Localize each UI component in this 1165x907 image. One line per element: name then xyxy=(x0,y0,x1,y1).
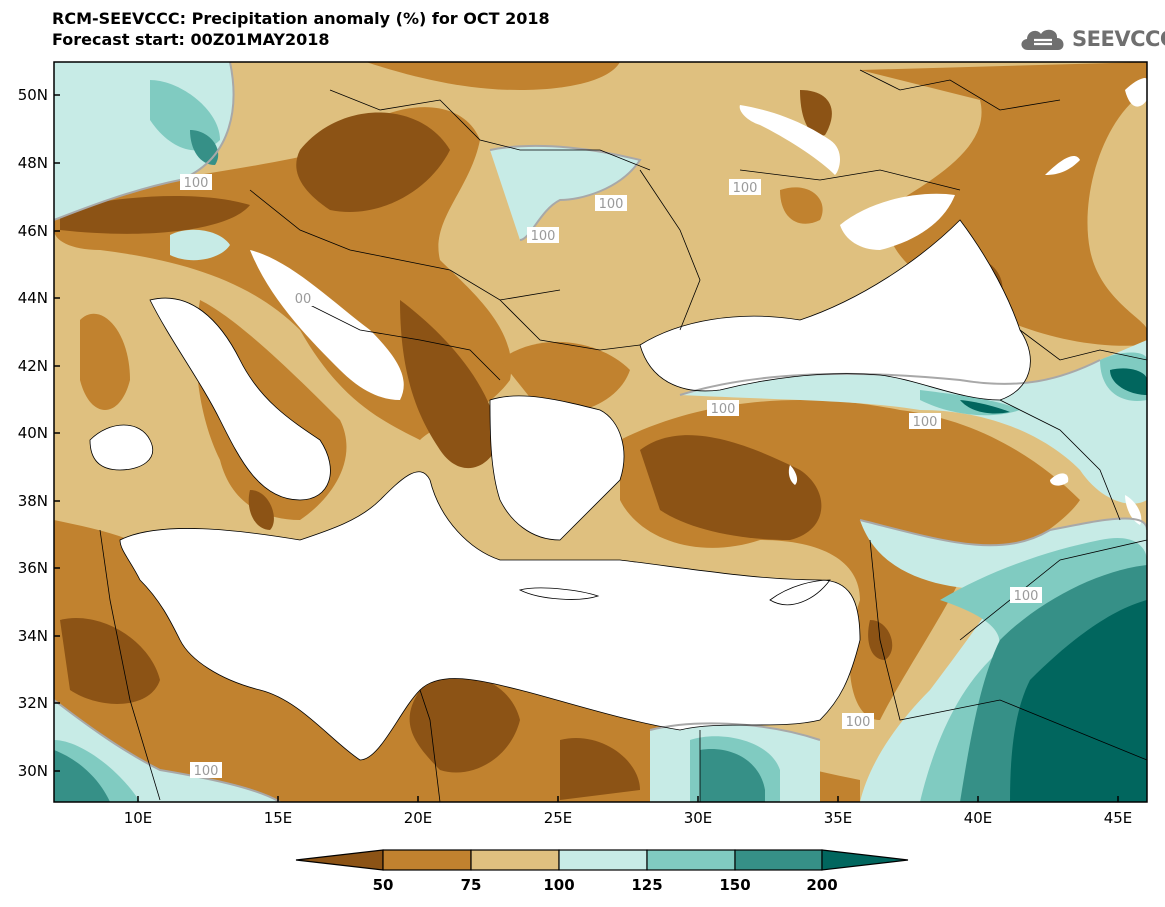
field-below-50 xyxy=(60,90,1003,800)
contour-label: 100 xyxy=(913,415,938,430)
contour-label: 100 xyxy=(1014,589,1039,604)
contour-label: 100 xyxy=(531,229,556,244)
cloud-logo-icon xyxy=(1021,29,1064,50)
coastlines-borders xyxy=(89,69,1147,802)
colorbar xyxy=(295,849,909,871)
seevccc-logo: SEEVCCC xyxy=(1018,24,1165,54)
sea-mask xyxy=(90,78,1147,760)
map-frame xyxy=(53,61,1148,803)
contour-label: 100 xyxy=(846,715,871,730)
lat-tick-label: 40N xyxy=(18,424,48,442)
map-title: RCM-SEEVCCC: Precipitation anomaly (%) f… xyxy=(52,9,550,28)
lat-tick-label: 48N xyxy=(18,154,48,172)
colorbar-segment-below-50 xyxy=(295,849,384,871)
lon-tick-label: 45E xyxy=(1104,809,1133,827)
colorbar-label: 200 xyxy=(806,876,837,894)
colorbar-label: 50 xyxy=(373,876,394,894)
logo-text: SEEVCCC xyxy=(1072,27,1165,51)
title-block: RCM-SEEVCCC: Precipitation anomaly (%) f… xyxy=(52,8,550,50)
contour-label-partial: 00 xyxy=(295,292,312,307)
lat-tick-label: 30N xyxy=(18,762,48,780)
contour-labels: 100 100 100 100 00 100 100 100 100 100 xyxy=(180,174,1042,779)
lat-tick-label: 32N xyxy=(18,694,48,712)
lat-tick-label: 44N xyxy=(18,289,48,307)
lon-tick-label: 35E xyxy=(824,809,853,827)
forecast-start: Forecast start: 00Z01MAY2018 xyxy=(52,30,330,49)
colorbar-segment-above-200 xyxy=(821,849,909,871)
contour-label: 100 xyxy=(184,176,209,191)
longitude-axis: 10E 15E 20E 25E 30E 35E 40E 45E xyxy=(124,796,1133,827)
lat-tick-label: 34N xyxy=(18,627,48,645)
contour-label: 100 xyxy=(711,402,736,417)
lon-tick-label: 15E xyxy=(264,809,293,827)
colorbar-labels: 50 75 100 125 150 200 xyxy=(373,876,838,894)
colorbar-segment-50-75 xyxy=(382,849,472,871)
lon-tick-label: 30E xyxy=(684,809,713,827)
lat-tick-label: 36N xyxy=(18,559,48,577)
lat-tick-label: 46N xyxy=(18,222,48,240)
contour-label: 100 xyxy=(194,764,219,779)
lat-tick-label: 42N xyxy=(18,357,48,375)
colorbar-segment-100-125 xyxy=(558,849,648,871)
colorbar-label: 150 xyxy=(719,876,750,894)
colorbar-label: 100 xyxy=(543,876,574,894)
lon-tick-label: 10E xyxy=(124,809,153,827)
colorbar-segment-75-100 xyxy=(470,849,560,871)
field-above-200 xyxy=(960,368,1147,802)
colorbar-label: 75 xyxy=(461,876,482,894)
lon-tick-label: 20E xyxy=(404,809,433,827)
lat-tick-label: 38N xyxy=(18,492,48,510)
colorbar-segment-150-200 xyxy=(734,849,823,871)
contour-label: 100 xyxy=(599,197,624,212)
latitude-axis: 50N 48N 46N 44N 42N 40N 38N 36N 34N 32N … xyxy=(18,86,60,780)
contour-label: 100 xyxy=(733,181,758,196)
lon-tick-label: 25E xyxy=(544,809,573,827)
contour-100 xyxy=(54,62,1147,802)
lon-tick-label: 40E xyxy=(964,809,993,827)
map-field xyxy=(54,62,1147,802)
colorbar-segment-125-150 xyxy=(646,849,736,871)
lat-tick-label: 50N xyxy=(18,86,48,104)
colorbar-label: 125 xyxy=(631,876,662,894)
